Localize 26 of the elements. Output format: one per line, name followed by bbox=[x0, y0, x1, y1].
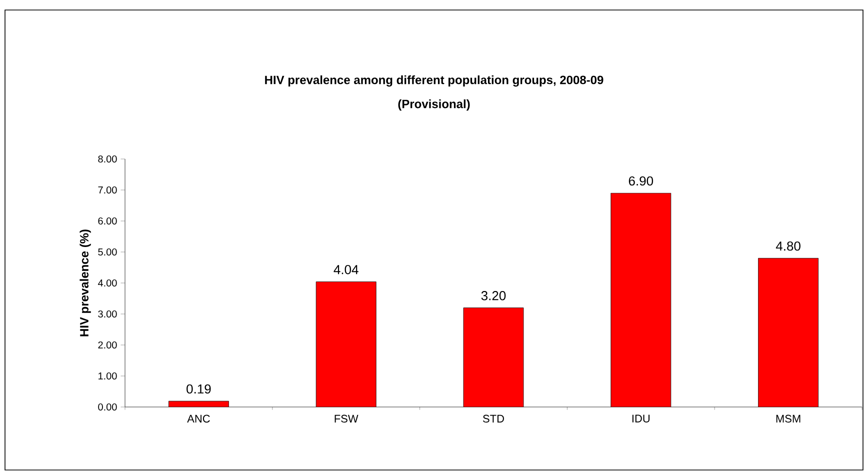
y-tick-label: 4.00 bbox=[98, 279, 117, 287]
data-label: 4.04 bbox=[334, 265, 358, 274]
data-label: 0.19 bbox=[186, 384, 211, 394]
y-tick-label: 0.00 bbox=[98, 403, 117, 411]
x-tick-label: FSW bbox=[334, 414, 358, 423]
y-tick-label: 6.00 bbox=[98, 217, 117, 225]
x-tick-label: IDU bbox=[632, 414, 650, 422]
bar bbox=[758, 258, 818, 407]
y-tick-label: 7.00 bbox=[98, 186, 117, 194]
data-label: 6.90 bbox=[628, 176, 654, 186]
bar bbox=[610, 193, 671, 407]
chart-subtitle: (Provisional) bbox=[398, 99, 470, 111]
x-tick-label: ANC bbox=[187, 414, 210, 423]
data-label: 3.20 bbox=[481, 291, 506, 300]
data-label: 4.80 bbox=[776, 241, 800, 251]
y-tick-label: 2.00 bbox=[98, 341, 117, 349]
bar bbox=[316, 282, 376, 407]
y-tick-label: 3.00 bbox=[98, 310, 117, 318]
y-tick-label: 8.00 bbox=[98, 155, 117, 163]
y-tick-label: 5.00 bbox=[98, 248, 117, 256]
y-axis-title: HIV prevalence (%) bbox=[80, 230, 91, 336]
y-tick-label: 1.00 bbox=[98, 372, 117, 380]
bar bbox=[464, 308, 524, 407]
x-tick-label: MSM bbox=[776, 414, 800, 423]
chart-title: HIV prevalence among different population groups, 2008-09 bbox=[265, 75, 604, 87]
x-tick-label: STD bbox=[483, 414, 504, 423]
